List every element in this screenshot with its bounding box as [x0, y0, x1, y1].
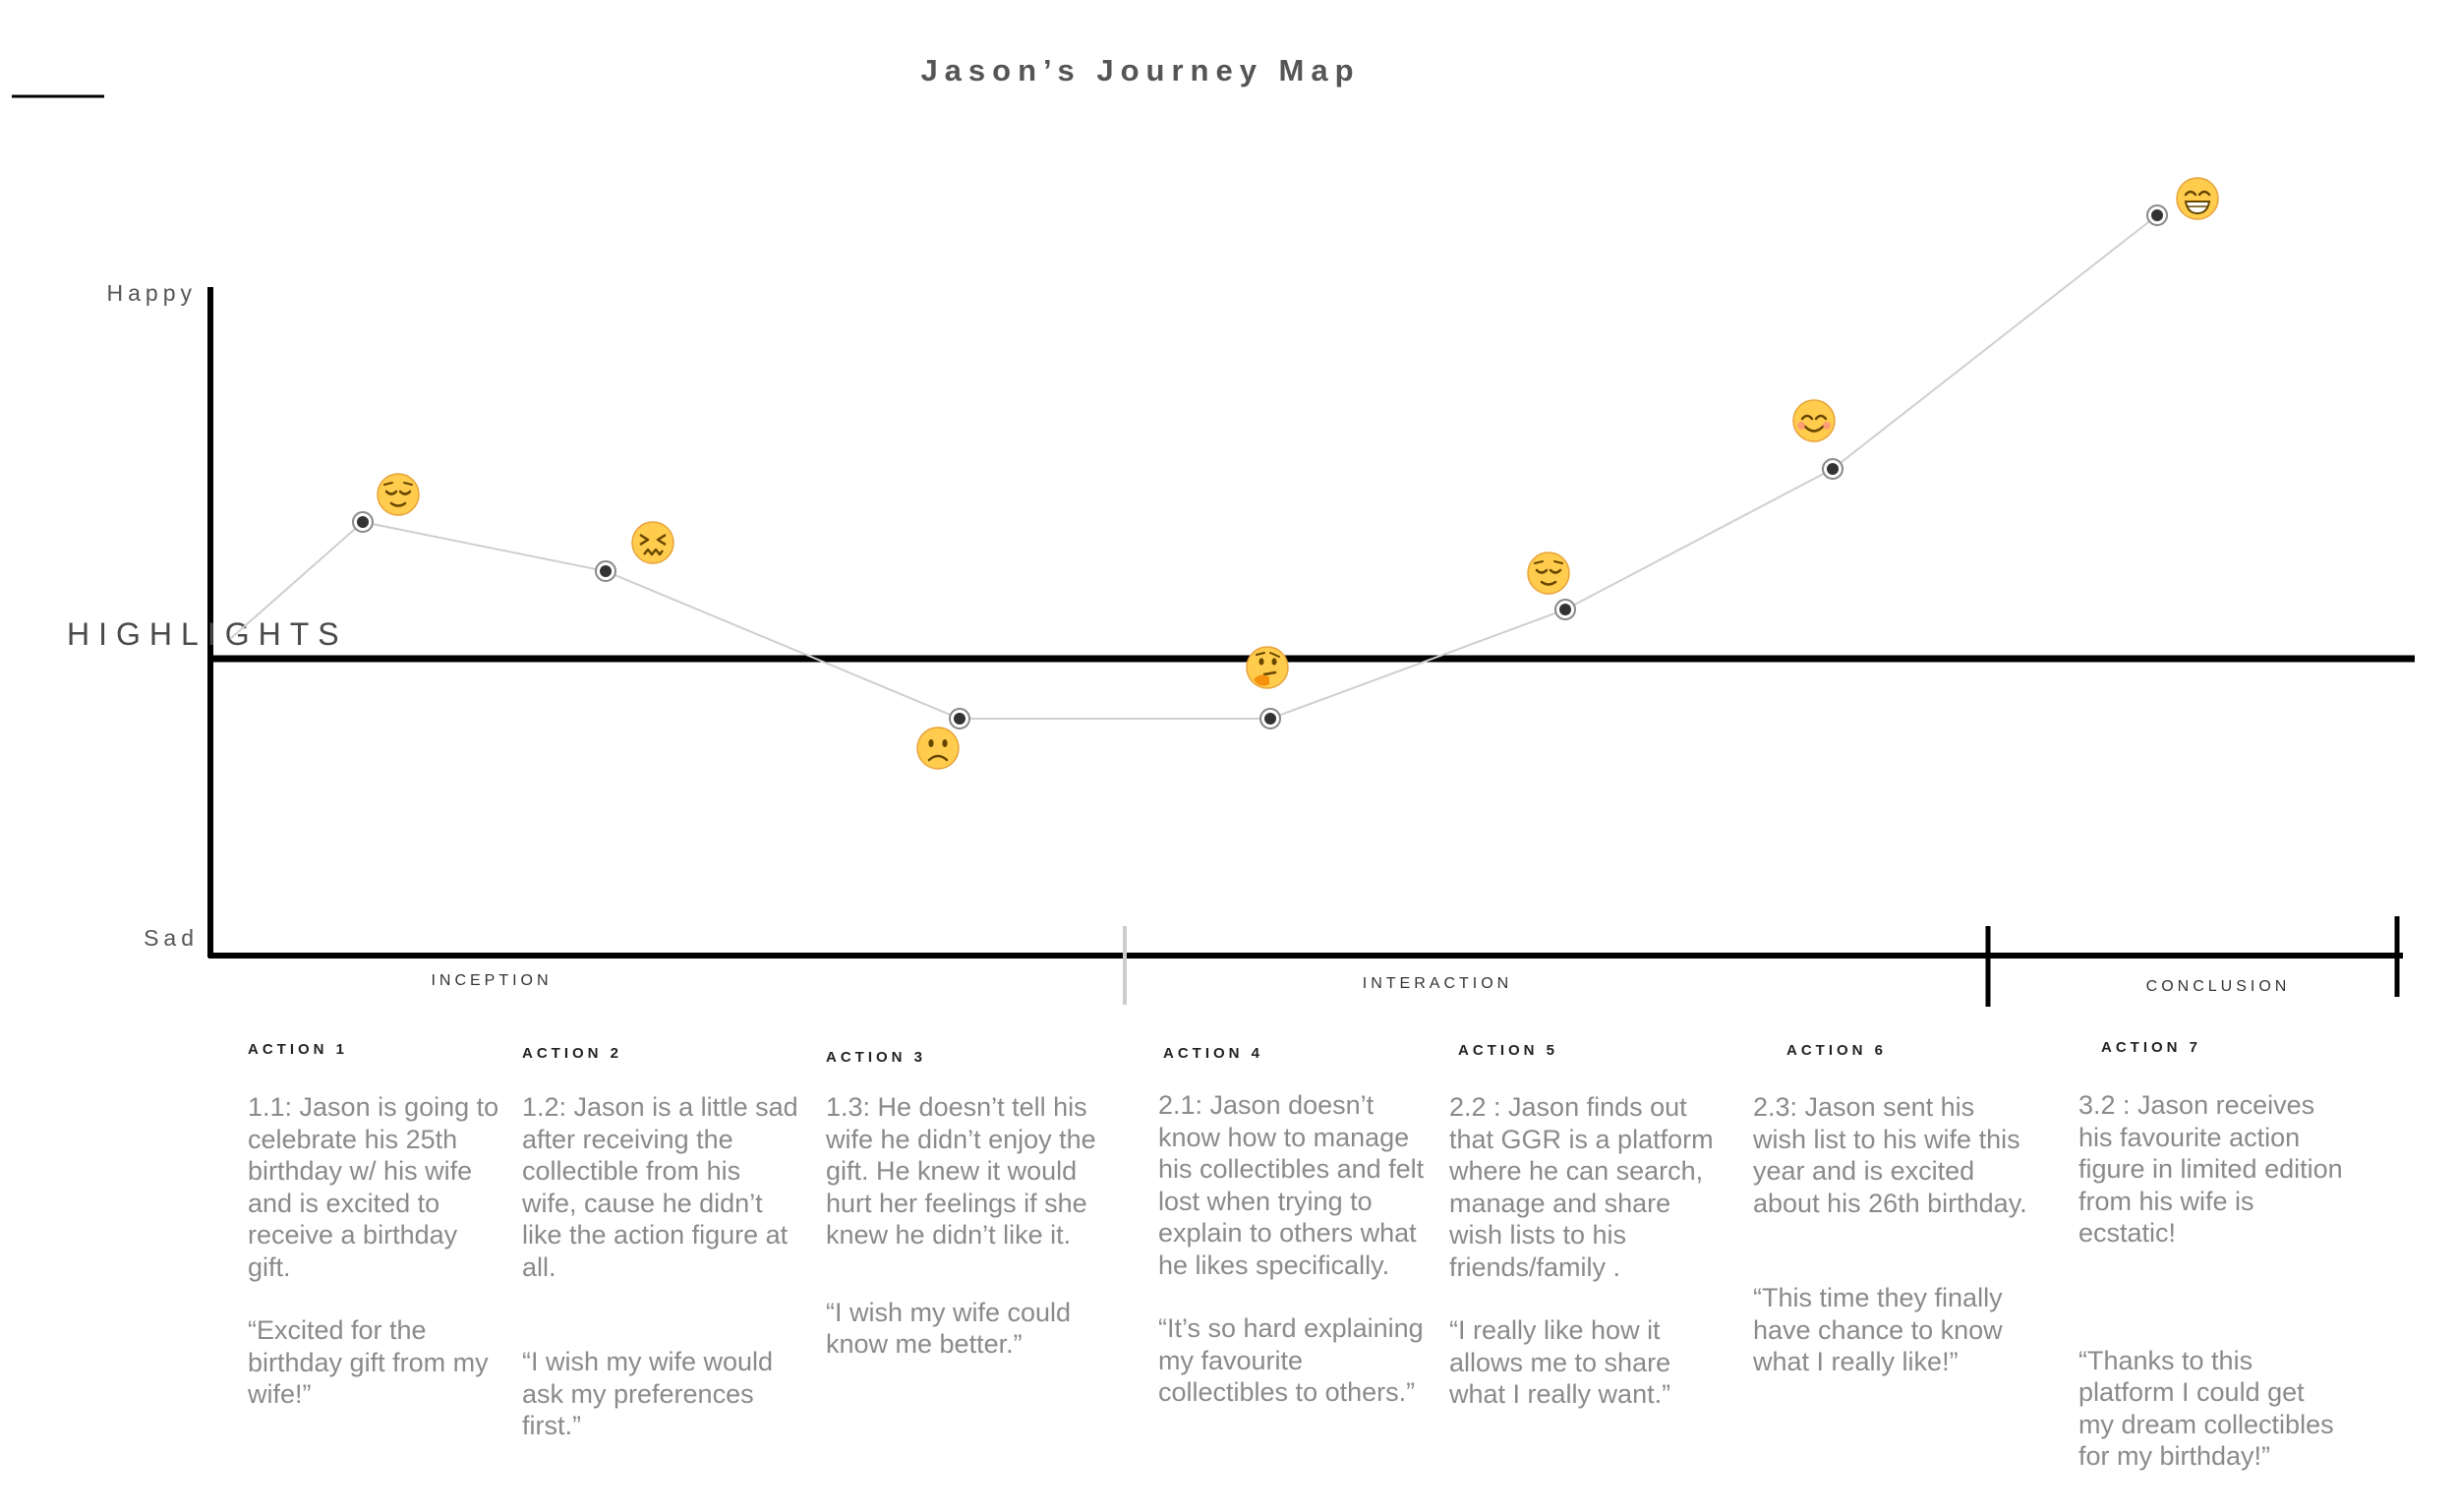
action-4-description: 2.1: Jason doesn’t know how to manage hi…: [1158, 1090, 1425, 1280]
y-axis-sad-label: Sad: [144, 925, 199, 951]
action-3-card: 1.3: He doesn’t tell his wife he didn’t …: [826, 1091, 1116, 1361]
action-7-card: 3.2 : Jason receives his favourite actio…: [2078, 1089, 2344, 1473]
action-6-quote: “This time they finally have chance to k…: [1753, 1283, 2003, 1376]
map-title: Jason’s Journey Map: [920, 53, 1360, 87]
action-2-quote: “I wish my wife would ask my preferences…: [522, 1347, 774, 1440]
grinning-face-icon: [2176, 177, 2219, 220]
emotion-point-2: [595, 560, 616, 582]
relieved-face-icon: [377, 473, 420, 516]
action-2-card: 1.2: Jason is a little sad after receivi…: [522, 1091, 802, 1442]
action-label-7: ACTION 7: [2101, 1039, 2201, 1056]
thinking-face-icon: [1246, 646, 1289, 689]
action-6-card: 2.3: Jason sent his wish list to his wif…: [1753, 1091, 2033, 1378]
emotion-point-4: [1259, 708, 1281, 729]
phase-label-conclusion: CONCLUSION: [2146, 978, 2291, 995]
phase-label-interaction: INTERACTION: [1363, 975, 1512, 992]
emotion-point-1: [352, 511, 374, 533]
action-label-4: ACTION 4: [1163, 1045, 1263, 1062]
action-6-description: 2.3: Jason sent his wish list to his wif…: [1753, 1092, 2027, 1218]
action-5-quote: “I really like how it allows me to share…: [1449, 1315, 1671, 1409]
action-2-description: 1.2: Jason is a little sad after receivi…: [522, 1092, 798, 1282]
action-4-card: 2.1: Jason doesn’t know how to manage hi…: [1158, 1089, 1432, 1409]
relieved-face-icon: [1527, 552, 1570, 595]
highlights-label: HIGHLIGHTS: [67, 616, 348, 652]
action-label-5: ACTION 5: [1458, 1042, 1558, 1059]
emotion-point-5: [1554, 599, 1576, 620]
action-label-2: ACTION 2: [522, 1045, 622, 1062]
action-1-card: 1.1: Jason is going to celebrate his 25t…: [248, 1091, 505, 1411]
action-5-description: 2.2 : Jason finds out that GGR is a plat…: [1449, 1092, 1714, 1282]
action-7-description: 3.2 : Jason receives his favourite actio…: [2078, 1090, 2343, 1248]
confounded-face-icon: [631, 521, 674, 564]
emotion-point-7: [2146, 204, 2168, 226]
emotion-curve: [229, 214, 2158, 720]
action-label-1: ACTION 1: [248, 1041, 348, 1058]
emotion-point-6: [1822, 458, 1844, 480]
phase-label-inception: INCEPTION: [431, 972, 552, 989]
emotion-point-3: [949, 708, 970, 729]
smiling-face-icon: [1792, 399, 1836, 442]
action-1-quote: “Excited for the birthday gift from my w…: [248, 1315, 489, 1409]
action-label-3: ACTION 3: [826, 1049, 926, 1066]
action-1-description: 1.1: Jason is going to celebrate his 25t…: [248, 1092, 499, 1282]
frowning-face-icon: [916, 727, 960, 770]
action-3-description: 1.3: He doesn’t tell his wife he didn’t …: [826, 1092, 1096, 1250]
y-axis-happy-label: Happy: [107, 280, 197, 306]
action-3-quote: “I wish my wife could know me better.”: [826, 1297, 1072, 1360]
action-label-6: ACTION 6: [1786, 1042, 1887, 1059]
action-5-card: 2.2 : Jason finds out that GGR is a plat…: [1449, 1091, 1729, 1411]
action-7-quote: “Thanks to this platform I could get my …: [2078, 1345, 2334, 1472]
action-4-quote: “It’s so hard explaining my favourite co…: [1158, 1313, 1424, 1407]
